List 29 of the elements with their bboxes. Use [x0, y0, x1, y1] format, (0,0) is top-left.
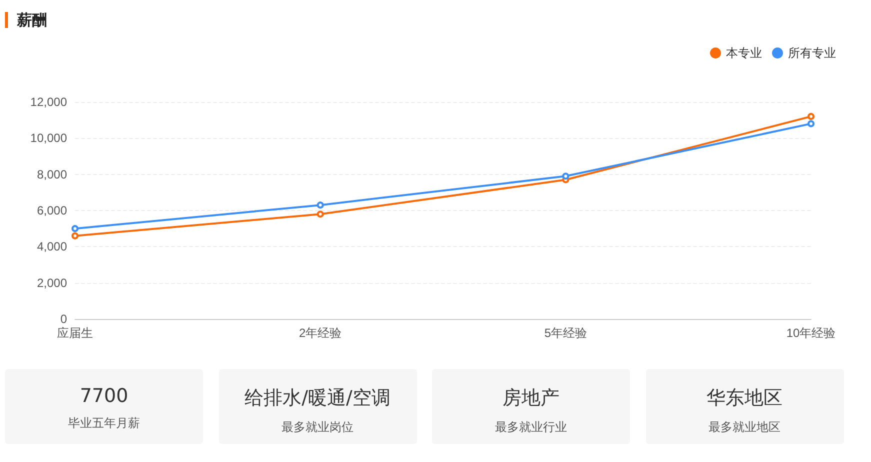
x-tick-label: 5年经验: [544, 326, 588, 340]
point: [316, 210, 324, 218]
y-tick-label: 2,000: [36, 276, 68, 290]
y-tick-label: 8,000: [36, 167, 68, 182]
text: 最多就业行业: [494, 419, 568, 436]
y-tick-label: 10,000: [30, 131, 68, 146]
point: [72, 232, 78, 240]
chart-title: 薪酬: [17, 10, 47, 30]
point: [72, 225, 78, 232]
point: [808, 120, 814, 128]
legend-label: 本专业: [726, 46, 762, 60]
text: 毕业五年月薪: [67, 415, 141, 432]
x-tick-label: 应届生: [57, 326, 93, 340]
point: [562, 172, 570, 180]
point: [808, 112, 814, 120]
x-tick-label: 10年经验: [786, 326, 836, 340]
text: 给排水/暖通/空调: [244, 386, 392, 411]
text: 华东地区: [706, 386, 784, 411]
y-tick-label: 4,000: [36, 240, 68, 254]
y-tick-label: 0: [60, 312, 68, 326]
text: 最多就业地区: [708, 419, 782, 436]
text: 7700: [78, 385, 130, 407]
y-tick-label: 6,000: [36, 204, 68, 218]
text: 最多就业岗位: [280, 419, 354, 436]
y-tick-label: 12,000: [30, 95, 68, 109]
text: 房地产: [502, 386, 560, 411]
point: [316, 202, 324, 209]
legend-label: 所有专业: [788, 46, 836, 60]
x-tick-label: 2年经验: [298, 326, 342, 340]
